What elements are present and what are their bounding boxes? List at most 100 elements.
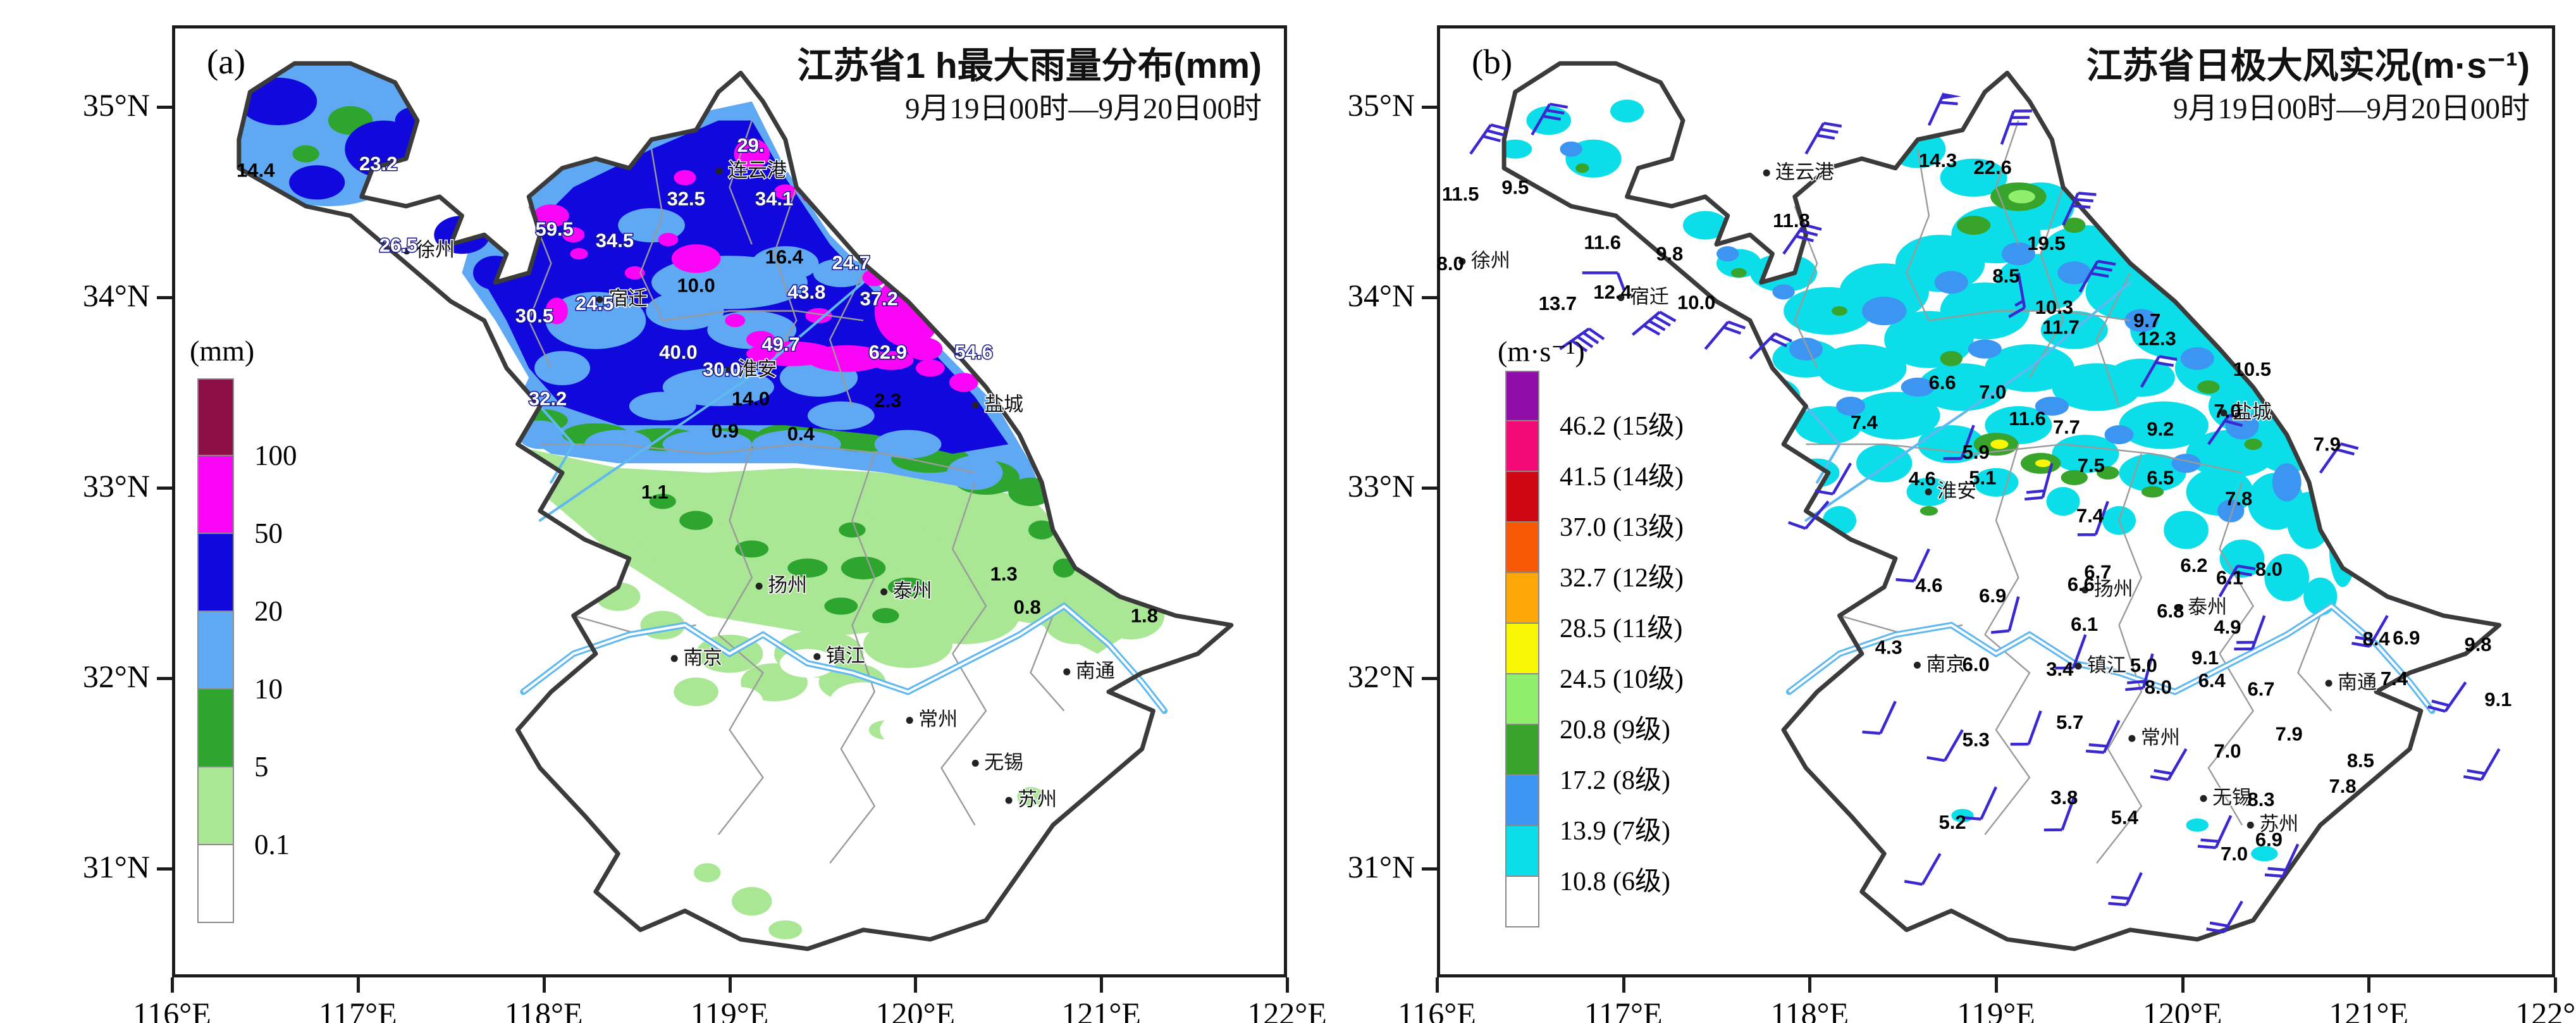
city-label: 扬州 [768, 574, 807, 596]
y-axis-tick-label: 35°N [1347, 87, 1415, 123]
station-value: 7.9 [2314, 433, 2341, 456]
station-value: 7.0 [2214, 740, 2241, 762]
station-value: 11.5 [1442, 183, 1479, 205]
station-value: 34.5 [596, 230, 634, 252]
station-value: 11.8 [1773, 209, 1810, 232]
x-axis-tick [1436, 977, 1439, 993]
station-value: 49.7 [761, 333, 799, 356]
wind-barb [1704, 320, 1746, 350]
wind-barb [2055, 634, 2087, 670]
station-value: 4.6 [1915, 574, 1942, 596]
station-value: 7.9 [2276, 722, 2303, 745]
city-dot [403, 247, 410, 255]
x-axis-tick-label: 118°E [504, 996, 583, 1023]
x-axis-tick-label: 122°E [1247, 996, 1327, 1023]
panel-b-subtitle: 9月19日00时—9月20日00时 [2173, 92, 2530, 125]
legend-label: 50 [254, 518, 283, 549]
city-label: 盐城 [984, 394, 1023, 416]
station-value: 30.0 [703, 358, 741, 380]
station-value: 6.2 [2180, 554, 2207, 576]
station-value: 6.0 [1963, 653, 1990, 675]
station-value: 13.7 [1539, 292, 1577, 314]
legend-swatch [197, 612, 234, 690]
station-value: 6.1 [2071, 613, 2098, 635]
x-axis-tick-label: 117°E [318, 996, 397, 1023]
station-value: 12.3 [2138, 328, 2176, 350]
legend-label: 13.9 (7级) [1560, 817, 1670, 846]
legend-label: 20.8 (9级) [1560, 716, 1670, 745]
legend-swatch [1505, 725, 1539, 776]
city-dot [2081, 586, 2089, 593]
legend-swatch [1505, 674, 1539, 725]
station-value: 8.5 [2347, 749, 2374, 771]
station-value: 6.6 [2068, 573, 2095, 595]
wind-barb [1559, 327, 1605, 352]
station-value: 7.4 [2381, 667, 2408, 690]
x-axis-tick-label: 121°E [2329, 996, 2409, 1023]
legend-swatch [1505, 371, 1539, 421]
legend-label: 37.0 (13级) [1560, 513, 1684, 542]
station-value: 9.5 [1501, 176, 1529, 198]
x-axis-tick [728, 977, 732, 993]
station-value: 6.6 [1929, 371, 1956, 394]
wind-barb [2206, 900, 2243, 934]
station-value: 0.4 [787, 423, 815, 445]
panel-b-title: 江苏省日极大风实况(m·s⁻¹) [2086, 46, 2530, 86]
city-dot [725, 366, 733, 374]
station-value: 5.7 [2056, 711, 2083, 733]
x-axis-tick [542, 977, 546, 993]
station-value: 16.4 [765, 245, 804, 268]
legend-swatch [197, 845, 234, 923]
city-label: 宿迁 [1630, 285, 1669, 307]
x-axis-tick [1808, 977, 1812, 993]
y-axis-tick-label: 33°N [82, 468, 150, 504]
county-borders [1794, 120, 2333, 864]
y-axis-tick [157, 677, 172, 681]
station-value: 30.5 [515, 305, 553, 327]
station-value: 6.8 [2157, 600, 2184, 622]
city-label: 泰州 [893, 580, 932, 602]
y-axis-tick [1422, 867, 1437, 871]
station-value: 10.0 [1677, 291, 1715, 313]
station-value: 4.6 [1909, 468, 1936, 490]
legend-label: 41.5 (14级) [1560, 462, 1684, 492]
station-value: 11.6 [1584, 232, 1621, 254]
wind-barb [1631, 311, 1677, 336]
station-value: 10.3 [2035, 296, 2073, 318]
station-value: 24.7 [832, 251, 870, 273]
x-axis-tick [2554, 977, 2557, 993]
river-inner [522, 604, 1166, 712]
city-dot [2246, 821, 2254, 829]
city-dot [1617, 294, 1625, 301]
station-value: 8.0 [1437, 252, 1464, 275]
wind-barb [2078, 259, 2116, 293]
wind-barb [2264, 843, 2300, 878]
legend-label: 32.7 (12级) [1560, 564, 1684, 593]
legend-swatch [197, 534, 234, 612]
wind-barb [1927, 92, 1962, 126]
legend-swatch [1505, 776, 1539, 826]
wind-barb [2218, 564, 2256, 598]
city-label: 南京 [1926, 653, 1965, 675]
station-value: 8.3 [2247, 788, 2274, 810]
city-label: 连云港 [1775, 161, 1834, 183]
x-axis-tick-label: 116°E [1398, 996, 1476, 1023]
y-axis-tick [1422, 106, 1437, 109]
province-outline [237, 61, 1234, 952]
y-axis-tick-label: 32°N [1347, 659, 1415, 695]
wind-barb [2197, 815, 2233, 850]
station-value: 7.7 [2053, 416, 2080, 438]
wind-barb [2207, 414, 2247, 445]
x-axis-tick [1100, 977, 1104, 993]
x-axis-tick-label: 122°E [2515, 996, 2576, 1023]
legend-title: (m·s⁻¹) [1498, 335, 1585, 368]
city-label: 南京 [683, 647, 722, 669]
city-label: 无锡 [984, 751, 1023, 773]
legend-swatch [197, 690, 234, 767]
station-value: 23.2 [359, 152, 397, 175]
y-axis-tick [1422, 296, 1437, 300]
station-value: 59.5 [536, 218, 574, 240]
legend-title: (mm) [190, 335, 255, 367]
legend-label: 10.8 (6级) [1560, 867, 1670, 896]
